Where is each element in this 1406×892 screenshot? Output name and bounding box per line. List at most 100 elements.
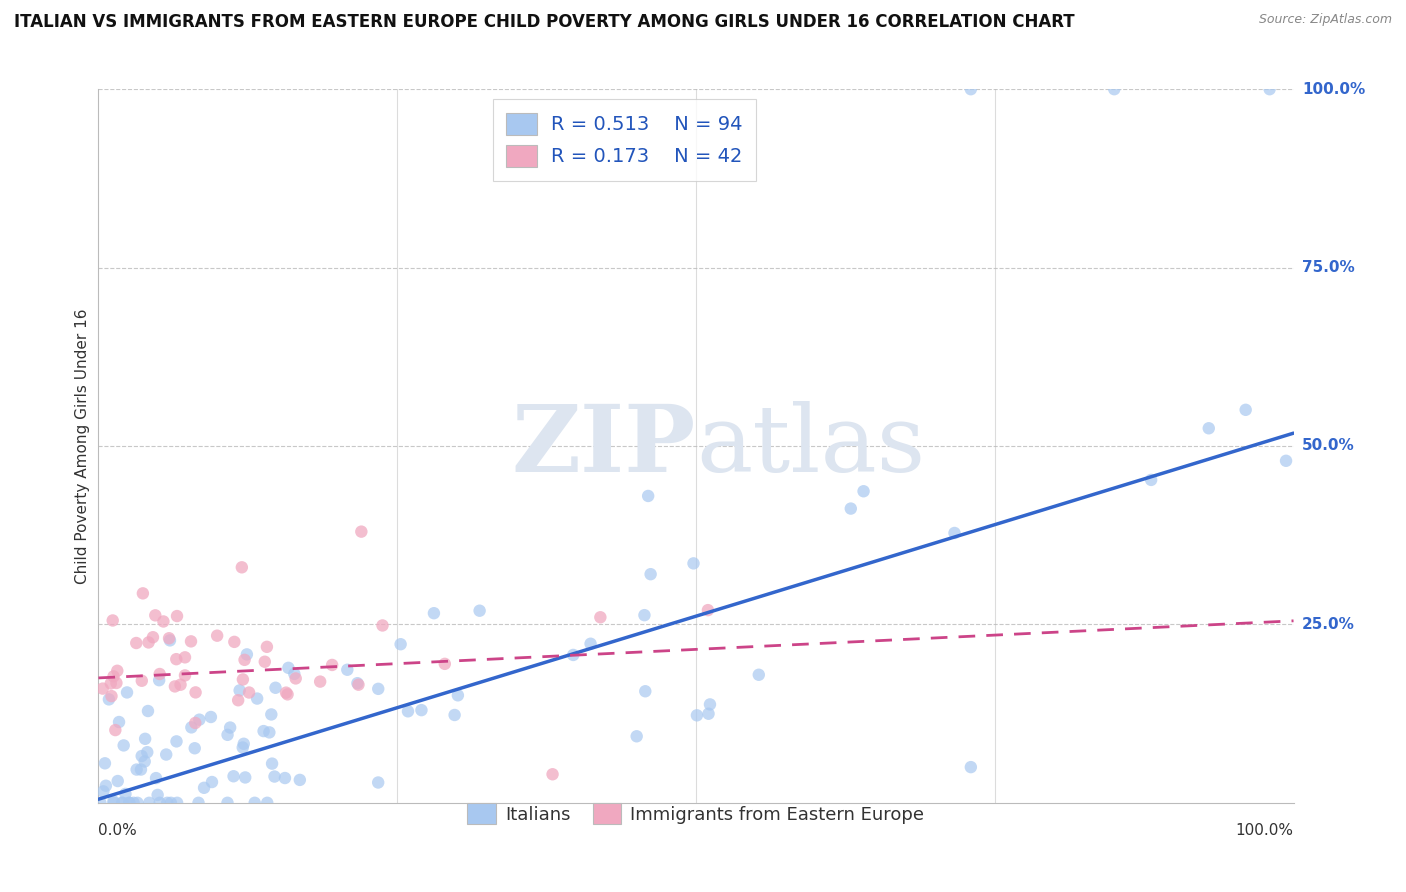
Point [166, 734, 188, 748]
Point [232, 740, 254, 755]
Point [157, 632, 180, 646]
Point [131, 673, 153, 688]
Point [183, 741, 205, 756]
Point [274, 771, 297, 785]
Point [238, 685, 260, 699]
Point [118, 796, 141, 810]
Text: ZIP: ZIP [512, 401, 696, 491]
Point [184, 715, 207, 730]
Point [180, 634, 202, 648]
Point [274, 685, 297, 699]
Point [1234, 402, 1257, 417]
Point [184, 685, 207, 699]
Point [468, 604, 491, 618]
Point [1275, 454, 1298, 468]
Point [232, 673, 254, 687]
Point [1258, 82, 1281, 96]
Point [138, 635, 160, 649]
Point [93, 784, 115, 798]
Point [256, 796, 278, 810]
Point [193, 780, 215, 795]
Point [187, 796, 209, 810]
Point [347, 678, 370, 692]
Point [165, 652, 187, 666]
Point [284, 672, 307, 686]
Point [228, 683, 250, 698]
Point [697, 706, 720, 721]
Point [108, 714, 131, 729]
Point [233, 653, 256, 667]
Point [433, 657, 456, 671]
Point [943, 526, 966, 541]
Point [132, 586, 155, 600]
Point [155, 747, 177, 762]
Point [111, 796, 134, 810]
Text: 100.0%: 100.0% [1302, 82, 1365, 96]
Point [256, 640, 278, 654]
Point [105, 664, 128, 678]
Point [180, 720, 202, 734]
Point [371, 618, 394, 632]
Point [100, 676, 122, 690]
Point [263, 770, 285, 784]
Point [283, 666, 305, 681]
Point [89, 796, 111, 810]
Point [686, 708, 709, 723]
Point [134, 755, 156, 769]
Point [174, 650, 197, 665]
Text: 25.0%: 25.0% [1302, 617, 1355, 632]
Point [107, 774, 129, 789]
Point [562, 648, 585, 662]
Point [111, 796, 134, 810]
Point [163, 680, 186, 694]
Point [103, 796, 125, 810]
Point [104, 723, 127, 737]
Point [697, 603, 720, 617]
Point [277, 687, 299, 701]
Point [174, 668, 197, 682]
Point [411, 703, 433, 717]
Point [252, 724, 274, 739]
Y-axis label: Child Poverty Among Girls Under 16: Child Poverty Among Girls Under 16 [75, 309, 90, 583]
Point [236, 648, 259, 662]
Point [149, 796, 172, 810]
Point [748, 667, 770, 681]
Point [259, 725, 281, 739]
Point [217, 728, 239, 742]
Point [321, 657, 343, 672]
Point [243, 796, 266, 810]
Text: 75.0%: 75.0% [1302, 260, 1354, 275]
Point [262, 756, 284, 771]
Point [253, 655, 276, 669]
Point [231, 560, 253, 574]
Point [219, 721, 242, 735]
Point [146, 788, 169, 802]
Point [134, 731, 156, 746]
Point [443, 708, 465, 723]
Text: ITALIAN VS IMMIGRANTS FROM EASTERN EUROPE CHILD POVERTY AMONG GIRLS UNDER 16 COR: ITALIAN VS IMMIGRANTS FROM EASTERN EUROP… [14, 13, 1074, 31]
Point [682, 557, 704, 571]
Point [589, 610, 612, 624]
Point [541, 767, 564, 781]
Point [396, 704, 419, 718]
Text: Source: ZipAtlas.com: Source: ZipAtlas.com [1258, 13, 1392, 27]
Point [94, 779, 117, 793]
Point [115, 685, 138, 699]
Point [103, 669, 125, 683]
Point [699, 698, 721, 712]
Point [309, 674, 332, 689]
Point [129, 763, 152, 777]
Point [200, 710, 222, 724]
Point [138, 796, 160, 810]
Point [233, 771, 256, 785]
Point [118, 796, 141, 810]
Point [222, 769, 245, 783]
Point [960, 82, 983, 96]
Point [94, 756, 117, 771]
Point [145, 771, 167, 785]
Point [640, 567, 662, 582]
Point [166, 796, 188, 810]
Point [131, 749, 153, 764]
Point [148, 673, 170, 688]
Point [122, 796, 145, 810]
